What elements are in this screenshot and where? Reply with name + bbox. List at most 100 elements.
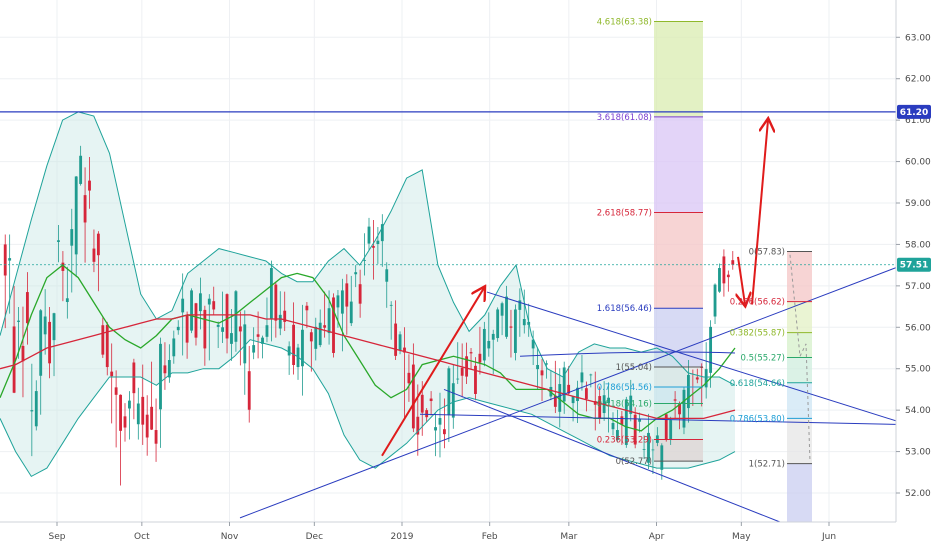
candle-body[interactable] — [190, 290, 193, 331]
candle-body[interactable] — [540, 370, 544, 376]
candle-body[interactable] — [176, 326, 180, 331]
candle-body[interactable] — [651, 449, 655, 451]
candle-body[interactable] — [496, 309, 500, 339]
candle-body[interactable] — [278, 314, 282, 329]
uptrend-arrow[interactable] — [381, 288, 484, 457]
candle-body[interactable] — [442, 429, 446, 435]
candle-body[interactable] — [25, 292, 29, 324]
candle-body[interactable] — [571, 396, 575, 404]
candle-body[interactable] — [678, 403, 681, 415]
candle-body[interactable] — [376, 240, 380, 245]
candle-body[interactable] — [247, 371, 251, 410]
candle-body[interactable] — [545, 363, 548, 365]
candle-body[interactable] — [8, 258, 12, 261]
candle-body[interactable] — [438, 418, 442, 425]
candle-body[interactable] — [686, 374, 690, 409]
candle-body[interactable] — [664, 414, 668, 440]
candle-body[interactable] — [576, 387, 579, 402]
candle-body[interactable] — [61, 262, 65, 271]
candle-body[interactable] — [57, 240, 60, 242]
candle-body[interactable] — [181, 298, 185, 313]
candle-body[interactable] — [518, 300, 522, 310]
candle-body[interactable] — [314, 326, 318, 349]
candle-body[interactable] — [301, 329, 304, 367]
candle-body[interactable] — [642, 449, 646, 450]
candle-body[interactable] — [52, 313, 56, 341]
candle-body[interactable] — [669, 420, 673, 440]
candle-body[interactable] — [647, 432, 650, 463]
pullback-arrow[interactable] — [738, 256, 745, 305]
trend-channel-top[interactable] — [486, 291, 909, 426]
candle-body[interactable] — [43, 316, 47, 335]
candle-body[interactable] — [589, 374, 593, 376]
candle-body[interactable] — [638, 418, 642, 422]
candle-body[interactable] — [731, 260, 735, 265]
candle-body[interactable] — [403, 347, 406, 353]
candle-body[interactable] — [372, 246, 375, 248]
price-tag[interactable] — [897, 104, 931, 119]
candle-body[interactable] — [478, 353, 482, 363]
candle-body[interactable] — [509, 326, 513, 328]
candle-body[interactable] — [380, 224, 384, 242]
candle-body[interactable] — [252, 345, 256, 353]
candle-body[interactable] — [336, 295, 340, 308]
candle-body[interactable] — [407, 372, 411, 384]
candle-body[interactable] — [83, 195, 87, 223]
candle-body[interactable] — [34, 391, 38, 427]
candle-body[interactable] — [92, 248, 96, 262]
candle-body[interactable] — [123, 416, 127, 428]
candle-body[interactable] — [145, 414, 149, 438]
candle-body[interactable] — [385, 269, 389, 282]
candle-body[interactable] — [660, 445, 664, 470]
candle-body[interactable] — [465, 356, 469, 377]
candle-body[interactable] — [367, 226, 371, 244]
candle-body[interactable] — [212, 301, 216, 310]
candle-body[interactable] — [88, 180, 91, 191]
candle-body[interactable] — [198, 293, 202, 312]
candle-body[interactable] — [531, 339, 535, 349]
candle-body[interactable] — [327, 308, 331, 334]
candle-body[interactable] — [722, 256, 726, 284]
candle-body[interactable] — [274, 284, 278, 321]
candle-body[interactable] — [629, 395, 633, 414]
candle-body[interactable] — [234, 291, 238, 342]
candle-body[interactable] — [553, 395, 557, 407]
candle-body[interactable] — [709, 326, 713, 373]
candle-body[interactable] — [584, 388, 588, 399]
candle-body[interactable] — [593, 401, 597, 405]
candle-body[interactable] — [305, 305, 309, 311]
candle-body[interactable] — [354, 272, 358, 275]
candle-body[interactable] — [230, 333, 233, 344]
candle-body[interactable] — [411, 364, 415, 429]
candle-body[interactable] — [673, 399, 677, 401]
candle-body[interactable] — [425, 410, 429, 418]
candle-body[interactable] — [460, 367, 464, 376]
candle-body[interactable] — [704, 369, 708, 388]
rising-support-line[interactable] — [239, 262, 909, 519]
candle-body[interactable] — [451, 383, 455, 418]
candle-body[interactable] — [491, 333, 495, 340]
candle-body[interactable] — [695, 377, 699, 380]
candle-body[interactable] — [101, 325, 105, 355]
candle-body[interactable] — [21, 345, 25, 362]
candle-body[interactable] — [309, 332, 313, 342]
candle-body[interactable] — [105, 324, 109, 368]
candle-body[interactable] — [74, 176, 78, 255]
candle-body[interactable] — [30, 410, 34, 412]
candle-body[interactable] — [256, 334, 260, 337]
candle-body[interactable] — [607, 397, 610, 404]
candle-body[interactable] — [119, 394, 122, 431]
candle-body[interactable] — [172, 338, 176, 357]
candle-body[interactable] — [159, 343, 162, 410]
candle-body[interactable] — [203, 309, 207, 349]
candle-body[interactable] — [429, 398, 433, 402]
candle-body[interactable] — [513, 309, 517, 353]
target-arrow[interactable] — [751, 120, 768, 305]
candle-body[interactable] — [416, 416, 420, 435]
candle-body[interactable] — [611, 422, 615, 430]
candle-body[interactable] — [363, 260, 366, 261]
candle-body[interactable] — [114, 387, 118, 395]
candle-body[interactable] — [136, 403, 140, 425]
candle-body[interactable] — [713, 284, 717, 317]
candle-body[interactable] — [292, 324, 296, 365]
